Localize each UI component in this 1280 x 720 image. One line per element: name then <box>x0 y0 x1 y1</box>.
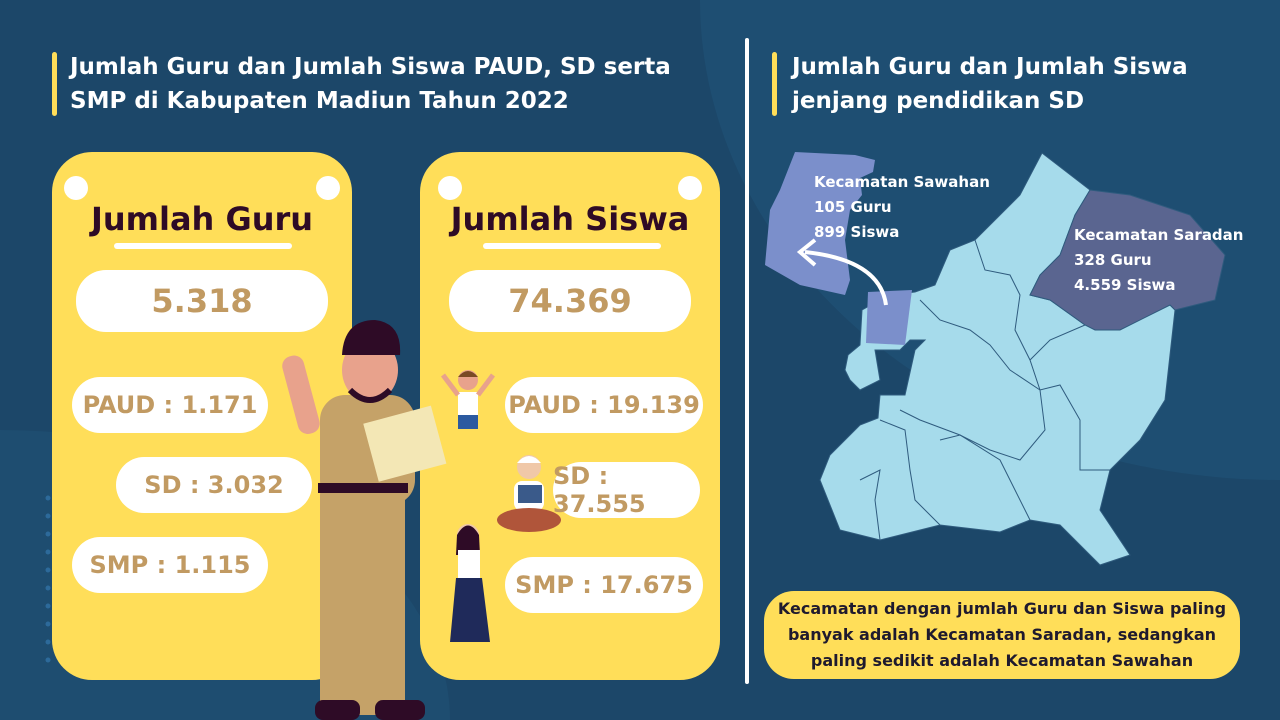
dot <box>45 621 51 627</box>
siswa-smp: SMP : 17.675 <box>505 557 703 613</box>
card-hole <box>678 176 702 200</box>
dot <box>45 657 51 663</box>
guru-paud: PAUD : 1.171 <box>72 377 268 433</box>
dot <box>45 495 51 501</box>
right-title: Jumlah Guru dan Jumlah Siswa jenjang pen… <box>792 54 1188 114</box>
arrow-icon <box>804 250 888 306</box>
map-region-saradan <box>1029 189 1226 331</box>
siswa-total: 74.369 <box>449 270 691 332</box>
card-hole <box>438 176 462 200</box>
arrowhead-icon <box>796 238 817 267</box>
guru-sd: SD : 3.032 <box>116 457 312 513</box>
sawahan-name: Kecamatan Sawahan <box>814 173 990 191</box>
title-underline <box>114 243 292 249</box>
siswa-card-title: Jumlah Siswa <box>450 200 690 238</box>
title-accent-bar <box>52 52 57 116</box>
conclusion-box: Kecamatan dengan jumlah Guru dan Siswa p… <box>764 591 1240 679</box>
guru-card-title: Jumlah Guru <box>90 200 314 238</box>
student-girl-icon <box>450 524 490 642</box>
title-accent-bar <box>772 52 777 116</box>
dot <box>45 585 51 591</box>
teacher-illustration <box>282 320 447 720</box>
student-reading-icon <box>497 455 561 532</box>
guru-smp: SMP : 1.115 <box>72 537 268 593</box>
saradan-guru: 328 Guru <box>1074 251 1152 269</box>
district-borders <box>859 239 1110 541</box>
dot <box>45 513 51 519</box>
guru-total: 5.318 <box>76 270 328 332</box>
saradan-label: Kecamatan Saradan 328 Guru 4.559 Siswa <box>1074 223 1243 298</box>
card-hole <box>316 176 340 200</box>
map-region-sawahan-location <box>866 290 912 345</box>
card-hole <box>64 176 88 200</box>
dot <box>45 603 51 609</box>
title-underline <box>483 243 661 249</box>
dot <box>45 567 51 573</box>
dot <box>45 639 51 645</box>
saradan-name: Kecamatan Saradan <box>1074 226 1244 244</box>
left-title: Jumlah Guru dan Jumlah Siswa PAUD, SD se… <box>70 54 671 114</box>
dot <box>45 531 51 537</box>
dot <box>45 549 51 555</box>
sawahan-guru: 105 Guru <box>814 198 892 216</box>
sawahan-siswa: 899 Siswa <box>814 223 900 241</box>
sawahan-label: Kecamatan Sawahan 105 Guru 899 Siswa <box>814 170 990 245</box>
siswa-paud: PAUD : 19.139 <box>505 377 703 433</box>
student-boy-icon <box>441 370 495 429</box>
siswa-sd: SD : 37.555 <box>553 462 700 518</box>
divider <box>745 38 749 684</box>
map-region-sawahan <box>765 152 875 295</box>
saradan-siswa: 4.559 Siswa <box>1074 276 1176 294</box>
conclusion-text: Kecamatan dengan jumlah Guru dan Siswa p… <box>777 599 1227 670</box>
